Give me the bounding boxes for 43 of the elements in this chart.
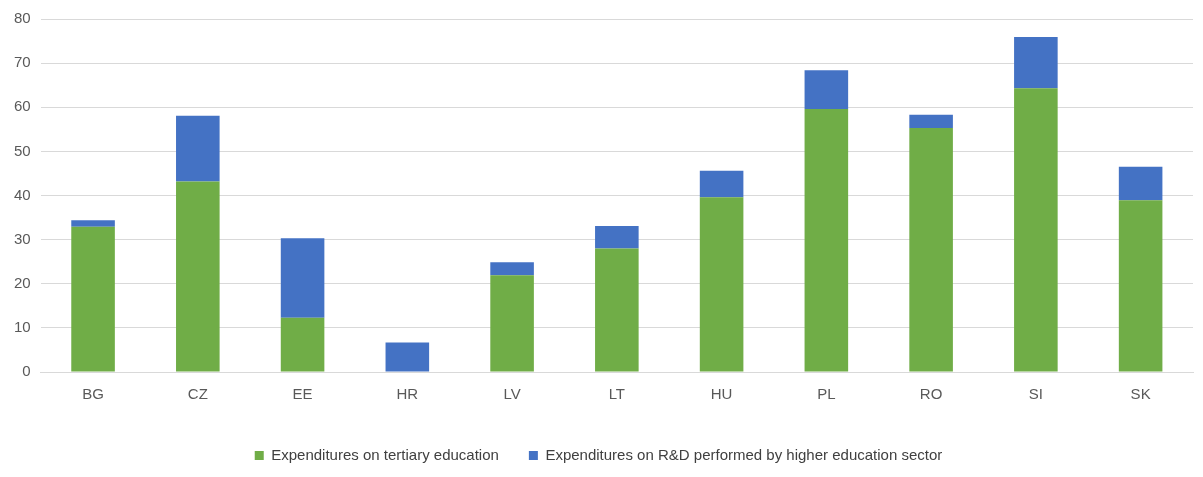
x-tick-label: LT: [608, 385, 626, 403]
legend-label: Expenditures on tertiary education: [271, 445, 499, 463]
y-tick-label: 10: [14, 318, 31, 336]
x-tick-label: SI: [1028, 385, 1043, 403]
y-tick-label: 30: [14, 229, 31, 247]
y-tick-label: 20: [14, 273, 31, 291]
y-tick-label: 0: [22, 362, 31, 380]
legend-label: Expenditures on R&D performed by higher education sector: [545, 445, 943, 463]
x-tick-label: HR: [396, 385, 419, 403]
y-tick-label: 70: [14, 53, 31, 71]
bar: [1014, 37, 1058, 89]
bar: [595, 248, 639, 372]
bar: [699, 170, 744, 198]
bar: [280, 317, 325, 372]
bar: [280, 238, 325, 318]
bar: [699, 197, 744, 372]
x-tick-label: PL: [817, 385, 836, 403]
x-tick-label: CZ: [187, 385, 208, 403]
bar: [1118, 166, 1163, 201]
x-tick-label: EE: [292, 385, 313, 403]
bar: [804, 109, 849, 372]
y-tick-label: 50: [14, 141, 31, 159]
bar: [176, 181, 220, 372]
x-tick-label: RO: [919, 385, 943, 403]
bar: [909, 127, 953, 372]
bar: [385, 342, 430, 372]
bar: [176, 115, 220, 182]
y-tick-label: 60: [14, 97, 31, 115]
bar: [909, 114, 953, 128]
x-tick-label: LV: [503, 385, 521, 403]
bar: [1118, 200, 1163, 372]
bar: [804, 70, 849, 110]
bar: [490, 275, 534, 372]
x-tick-label: HU: [710, 385, 733, 403]
bar: [490, 262, 534, 276]
y-tick-label: 40: [14, 185, 31, 203]
x-tick-label: BG: [82, 385, 104, 403]
bar: [71, 226, 115, 372]
y-tick-label: 80: [14, 9, 31, 27]
x-tick-label: SK: [1130, 385, 1151, 403]
bar: [1014, 88, 1058, 372]
bar: [71, 220, 115, 227]
bar: [595, 225, 639, 249]
